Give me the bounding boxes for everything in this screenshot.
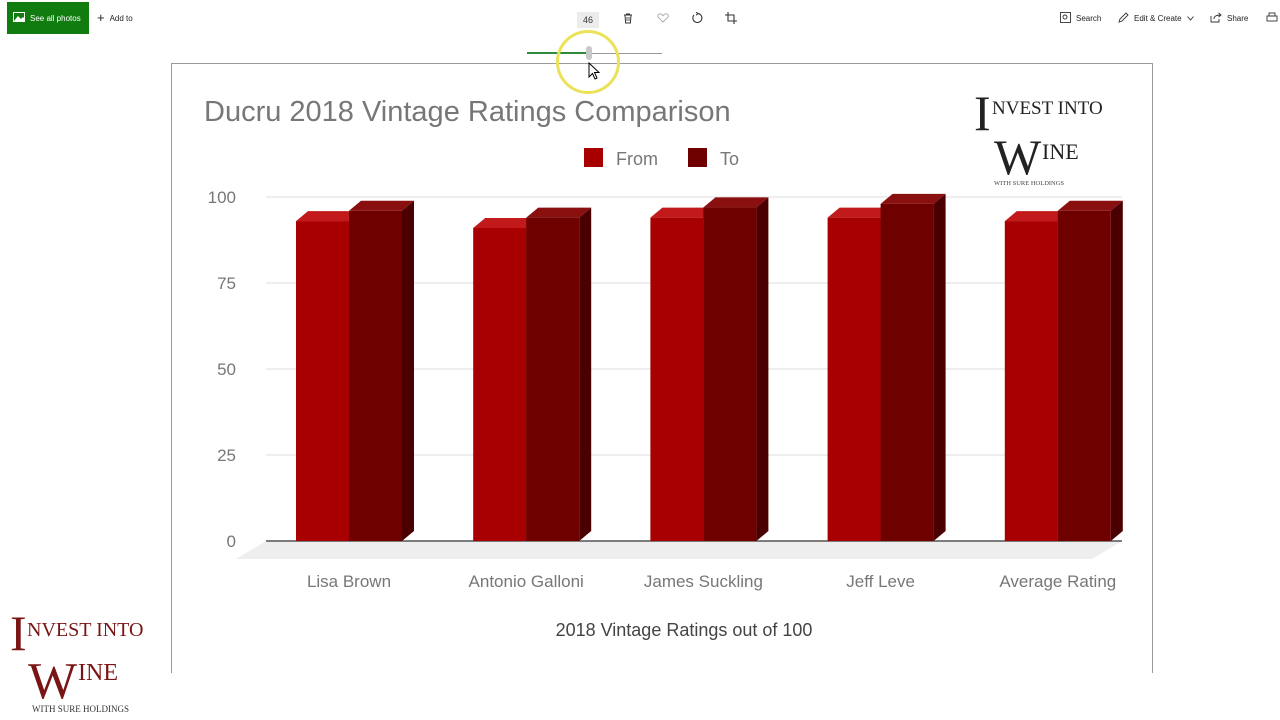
favorite-heart-icon[interactable] (655, 10, 671, 26)
chart-floor (236, 541, 1122, 559)
bar-top (827, 207, 893, 218)
invest-into-wine-watermark-logo: I NVEST INTO W INE WITH SURE HOLDINGS (10, 605, 143, 714)
share-button[interactable]: Share (1210, 10, 1248, 26)
y-tick-label: 0 (227, 532, 236, 551)
invest-into-wine-logo: I NVEST INTO W INE WITH SURE HOLDINGS (974, 85, 1103, 187)
chart-title: Ducru 2018 Vintage Ratings Comparison (204, 96, 731, 128)
legend-label: To (720, 149, 739, 169)
y-tick-label: 100 (208, 188, 236, 207)
x-axis-label: 2018 Vintage Ratings out of 100 (556, 620, 813, 640)
bar (473, 227, 527, 541)
delete-icon[interactable] (620, 10, 636, 26)
logo-wine-text: INE (1042, 139, 1079, 164)
bar (349, 210, 402, 541)
x-tick-label: Average Rating (999, 572, 1116, 591)
rotate-icon[interactable] (689, 10, 705, 26)
bar-side (933, 193, 946, 541)
x-tick-label: Antonio Galloni (469, 572, 584, 591)
bar (827, 217, 881, 541)
bar (650, 217, 704, 541)
watermark-initial-i: I (10, 605, 27, 661)
bar-top (650, 207, 716, 218)
photo-viewer-image: Ducru 2018 Vintage Ratings Comparison 0 25… (171, 63, 1153, 673)
bar (1057, 210, 1111, 541)
bar-chart: Ducru 2018 Vintage Ratings Comparison 0 25… (204, 96, 1123, 640)
bar-side (756, 197, 769, 541)
watermark-wine-text: INE (78, 660, 118, 686)
edit-create-button[interactable]: Edit & Create (1118, 10, 1194, 26)
legend-swatch (688, 148, 707, 167)
bar-top (296, 211, 361, 222)
add-to-button[interactable]: + Add to (97, 10, 133, 26)
y-tick-label: 50 (217, 360, 236, 379)
share-label: Share (1227, 13, 1249, 23)
bar-top (526, 207, 592, 218)
search-button[interactable]: Search (1060, 10, 1101, 26)
bar-top (880, 193, 946, 204)
see-all-photos-button[interactable]: See all photos (7, 2, 89, 34)
logo-invest-into-text: NVEST INTO (992, 98, 1103, 119)
watermark-invest-into-text: NVEST INTO (27, 619, 143, 641)
legend-swatch (584, 148, 603, 167)
watermark-tagline: WITH SURE HOLDINGS (32, 704, 129, 714)
y-tick-label: 75 (217, 274, 236, 293)
bar (880, 203, 934, 541)
search-icon (1060, 11, 1071, 25)
bar-side (1110, 200, 1123, 541)
cursor-highlight-ring (556, 30, 620, 94)
bar (526, 217, 580, 541)
logo-tagline: WITH SURE HOLDINGS (994, 180, 1064, 187)
photos-toolbar: See all photos + Add to 46 Search Edit &… (0, 0, 1280, 36)
bar (296, 221, 349, 541)
bar-top (1004, 211, 1070, 222)
x-tick-label: James Suckling (644, 572, 763, 591)
logo-initial-w: W (994, 129, 1042, 185)
bar-side (402, 200, 414, 541)
watermark-initial-w: W (28, 653, 77, 710)
bar-top (473, 217, 539, 228)
share-icon (1210, 11, 1222, 25)
bar-side (579, 207, 592, 541)
zoom-level: 46 (577, 12, 599, 28)
photo-icon (13, 12, 25, 24)
add-to-label: Add to (109, 13, 133, 23)
bar (1004, 221, 1058, 541)
edit-create-label: Edit & Create (1134, 13, 1182, 23)
plus-icon: + (97, 10, 105, 25)
bar-top (703, 197, 769, 208)
see-all-photos-label: See all photos (30, 13, 81, 23)
x-tick-label: Jeff Leve (846, 572, 915, 591)
x-tick-label: Lisa Brown (307, 572, 391, 591)
bar (703, 207, 757, 541)
bar-top (349, 200, 414, 211)
edit-pencil-icon (1118, 11, 1129, 25)
search-label: Search (1076, 13, 1102, 23)
chevron-down-icon (1186, 14, 1194, 23)
logo-initial-i: I (974, 85, 991, 141)
legend-label: From (616, 149, 658, 169)
bar-top (1057, 200, 1123, 211)
crop-icon[interactable] (723, 10, 739, 26)
y-tick-label: 25 (217, 446, 236, 465)
mouse-pointer-icon (588, 62, 600, 80)
print-icon[interactable] (1264, 10, 1280, 26)
